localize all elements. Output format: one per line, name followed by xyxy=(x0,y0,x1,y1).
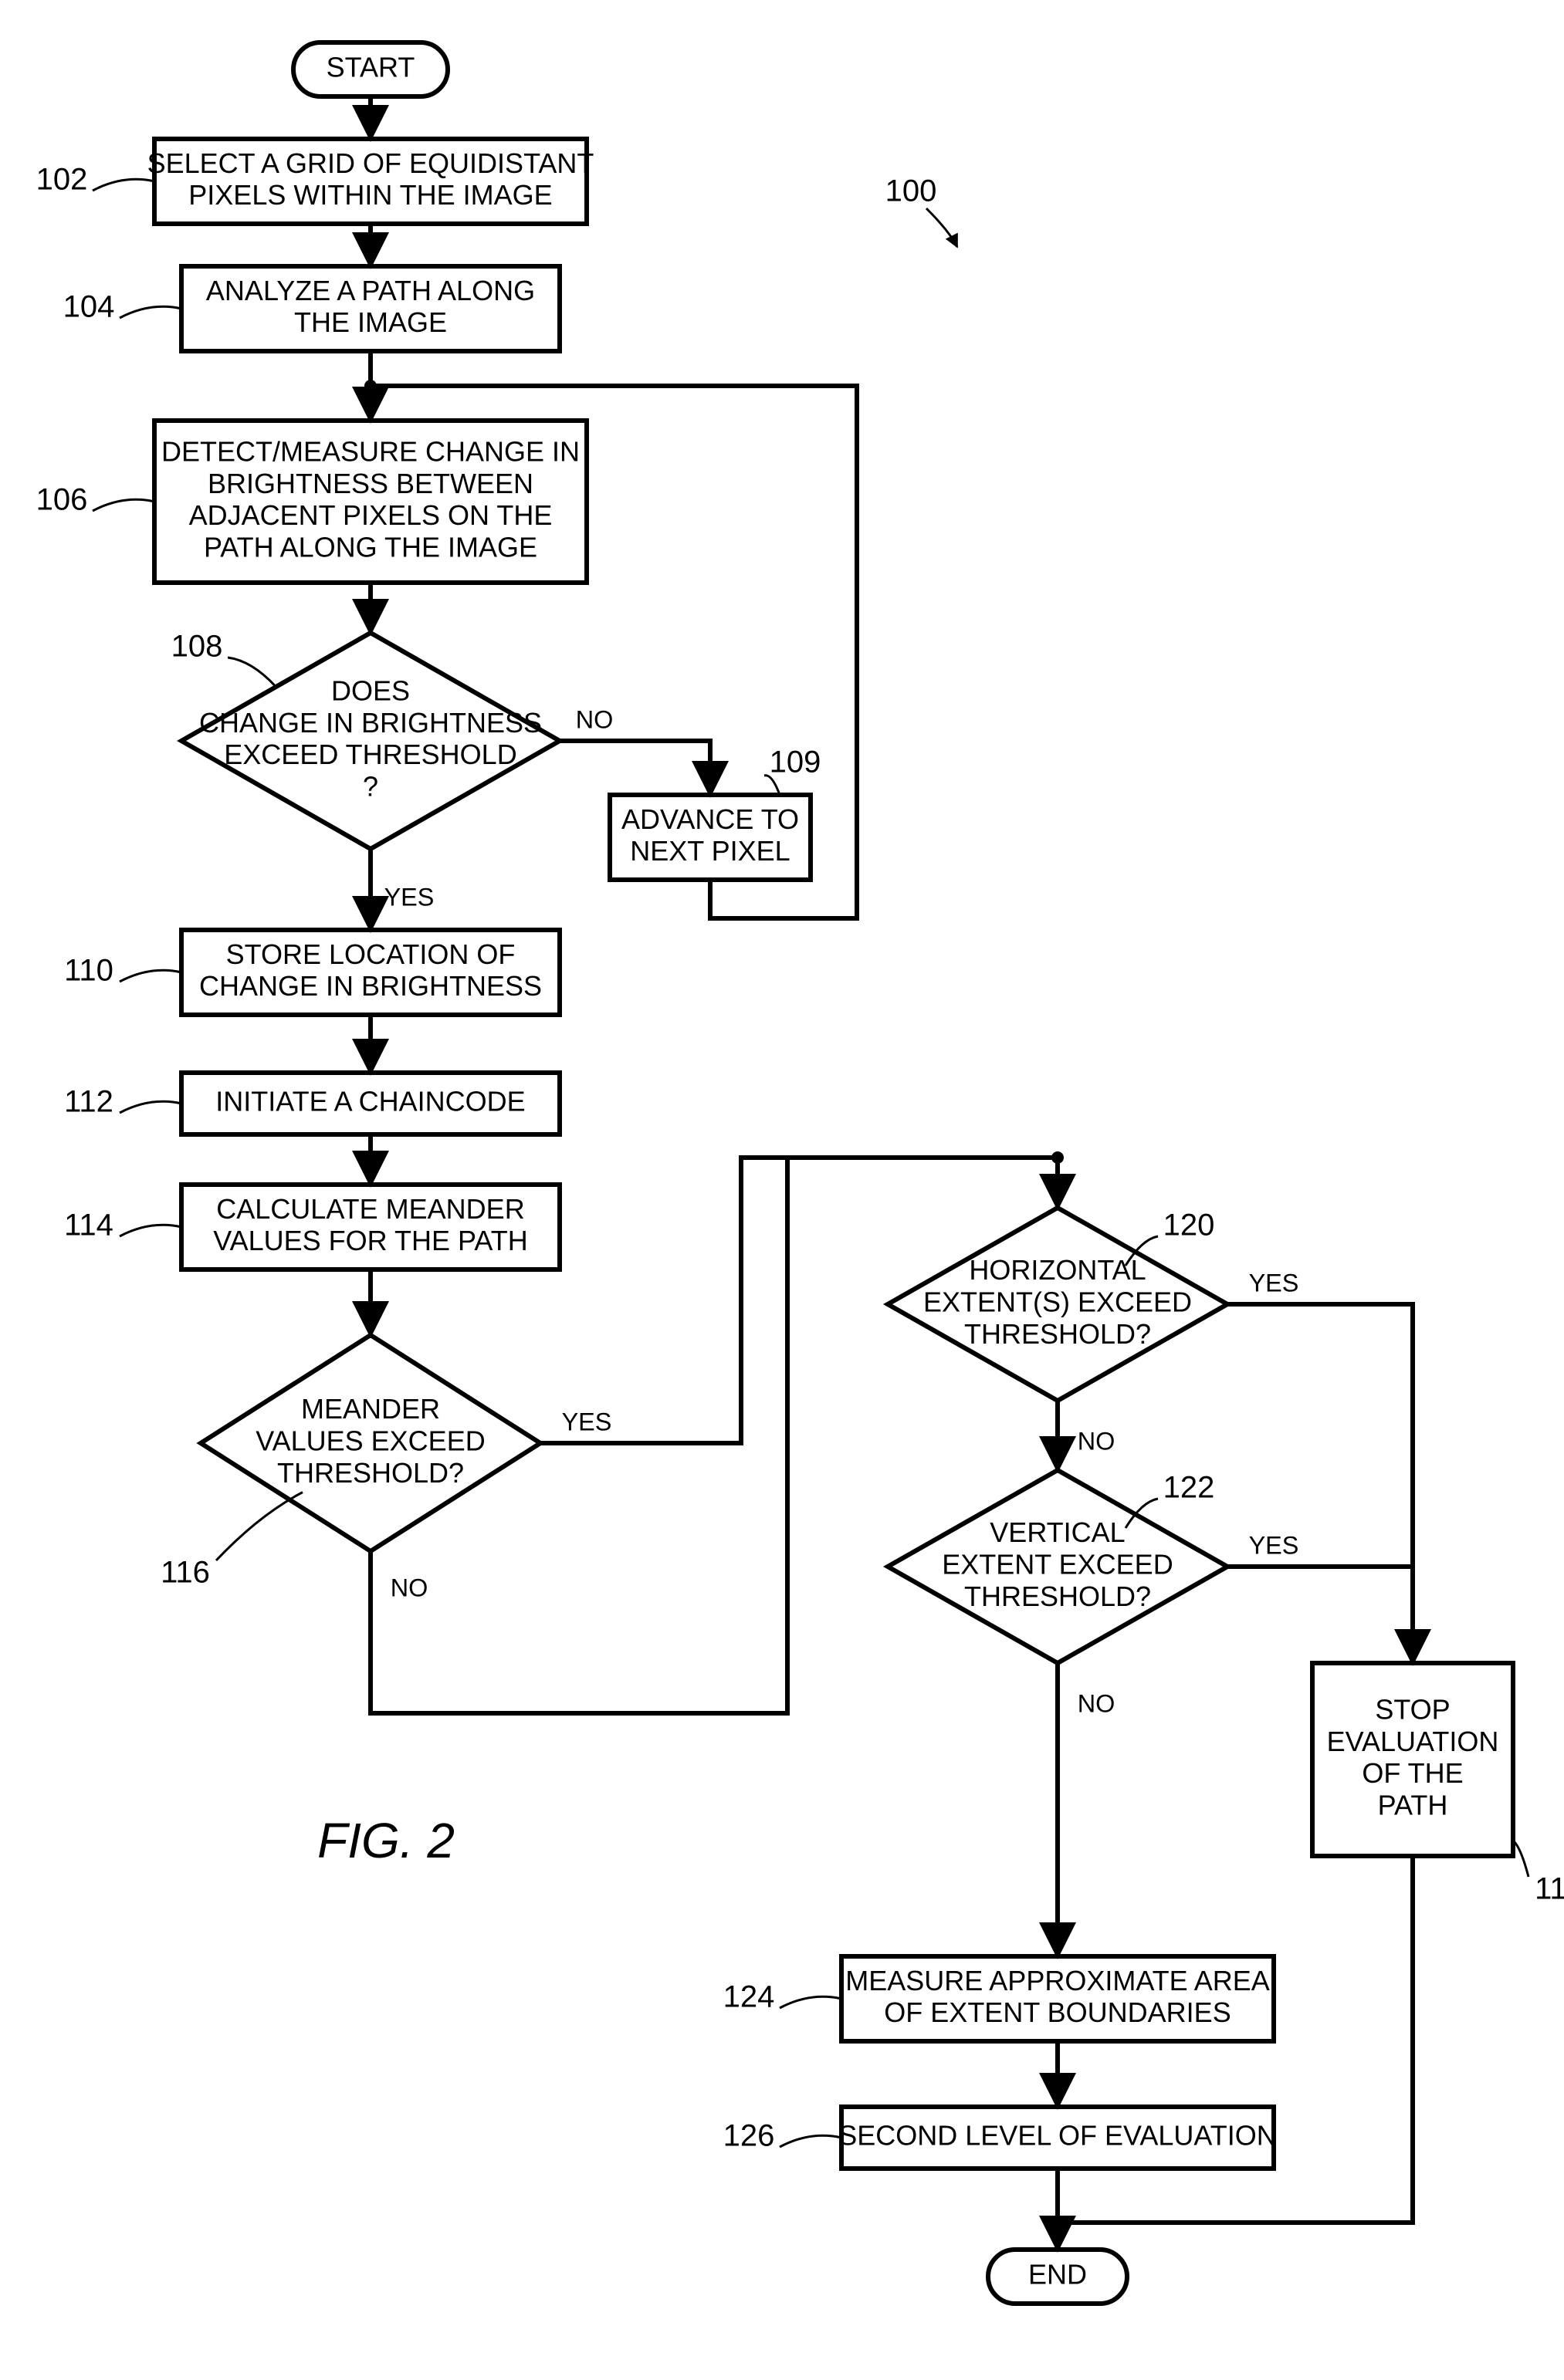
svg-text:NEXT PIXEL: NEXT PIXEL xyxy=(630,835,790,867)
svg-text:EXTENT EXCEED: EXTENT EXCEED xyxy=(942,1549,1173,1580)
edge-4 xyxy=(560,741,710,795)
svg-text:SELECT A GRID OF EQUIDISTANT: SELECT A GRID OF EQUIDISTANT xyxy=(147,147,594,179)
svg-text:NO: NO xyxy=(391,1574,428,1602)
svg-text:CHANGE IN BRIGHTNESS: CHANGE IN BRIGHTNESS xyxy=(199,707,542,739)
svg-text:ANALYZE A PATH ALONG: ANALYZE A PATH ALONG xyxy=(206,275,535,306)
svg-text:VALUES FOR THE PATH: VALUES FOR THE PATH xyxy=(213,1225,527,1256)
svg-text:HORIZONTAL: HORIZONTAL xyxy=(969,1254,1146,1286)
svg-text:STOP: STOP xyxy=(1375,1693,1450,1725)
svg-text:STORE LOCATION OF: STORE LOCATION OF xyxy=(226,938,516,970)
svg-text:PATH: PATH xyxy=(1378,1790,1448,1821)
svg-text:ADJACENT PIXELS ON THE: ADJACENT PIXELS ON THE xyxy=(189,499,553,531)
svg-text:YES: YES xyxy=(1249,1269,1299,1297)
svg-text:VALUES EXCEED: VALUES EXCEED xyxy=(256,1425,485,1457)
svg-text:CHANGE IN BRIGHTNESS: CHANGE IN BRIGHTNESS xyxy=(199,970,542,1002)
svg-text:126: 126 xyxy=(723,2119,775,2153)
svg-text:YES: YES xyxy=(1249,1532,1299,1560)
svg-text:THRESHOLD?: THRESHOLD? xyxy=(964,1580,1151,1612)
svg-text:OF EXTENT BOUNDARIES: OF EXTENT BOUNDARIES xyxy=(884,1996,1231,2028)
svg-text:104: 104 xyxy=(63,290,115,324)
svg-text:110: 110 xyxy=(64,954,113,988)
svg-text:START: START xyxy=(327,52,415,83)
svg-text:MEASURE APPROXIMATE AREA: MEASURE APPROXIMATE AREA xyxy=(845,1965,1269,1996)
svg-text:END: END xyxy=(1028,2259,1087,2290)
svg-text:EVALUATION: EVALUATION xyxy=(1327,1726,1499,1757)
svg-text:PIXELS WITHIN THE IMAGE: PIXELS WITHIN THE IMAGE xyxy=(188,179,552,211)
figure-label: FIG. 2 xyxy=(317,1813,455,1868)
svg-text:NO: NO xyxy=(1078,1428,1115,1455)
svg-text:THRESHOLD?: THRESHOLD? xyxy=(964,1318,1151,1350)
svg-text:112: 112 xyxy=(64,1085,113,1119)
svg-text:116: 116 xyxy=(161,1556,210,1590)
svg-text:114: 114 xyxy=(64,1209,113,1242)
svg-text:DOES: DOES xyxy=(331,674,410,706)
svg-text:PATH ALONG THE IMAGE: PATH ALONG THE IMAGE xyxy=(204,532,537,563)
svg-text:118: 118 xyxy=(1535,1872,1564,1906)
svg-text:EXTENT(S) EXCEED: EXTENT(S) EXCEED xyxy=(923,1286,1192,1318)
svg-text:122: 122 xyxy=(1163,1471,1215,1505)
svg-text:MEANDER: MEANDER xyxy=(301,1393,440,1425)
svg-text:NO: NO xyxy=(576,706,614,734)
edge-15 xyxy=(1227,1567,1413,1663)
svg-text:YES: YES xyxy=(384,884,435,911)
svg-text:THRESHOLD?: THRESHOLD? xyxy=(277,1457,464,1489)
svg-text:120: 120 xyxy=(1163,1209,1215,1242)
svg-text:ADVANCE TO: ADVANCE TO xyxy=(621,803,799,835)
svg-text:?: ? xyxy=(363,771,378,803)
svg-text:VERTICAL: VERTICAL xyxy=(990,1516,1125,1548)
flowchart-canvas: START SELECT A GRID OF EQUIDISTANTPIXELS … xyxy=(0,0,1564,2380)
svg-text:EXCEED THRESHOLD: EXCEED THRESHOLD xyxy=(224,739,516,770)
svg-text:CALCULATE MEANDER: CALCULATE MEANDER xyxy=(216,1193,524,1225)
svg-text:YES: YES xyxy=(562,1408,612,1436)
svg-text:OF THE: OF THE xyxy=(1362,1757,1463,1789)
svg-text:INITIATE A CHAINCODE: INITIATE A CHAINCODE xyxy=(215,1086,525,1117)
svg-text:124: 124 xyxy=(723,1980,775,2014)
svg-text:SECOND LEVEL OF EVALUATION: SECOND LEVEL OF EVALUATION xyxy=(838,2120,1276,2152)
svg-text:106: 106 xyxy=(36,483,88,517)
svg-text:THE IMAGE: THE IMAGE xyxy=(294,306,447,338)
svg-text:NO: NO xyxy=(1078,1690,1115,1718)
svg-text:BRIGHTNESS BETWEEN: BRIGHTNESS BETWEEN xyxy=(208,468,533,499)
svg-text:DETECT/MEASURE CHANGE IN: DETECT/MEASURE CHANGE IN xyxy=(161,435,580,467)
svg-text:102: 102 xyxy=(36,163,88,197)
svg-text:100: 100 xyxy=(885,174,937,208)
edge-13 xyxy=(1227,1304,1413,1663)
svg-text:108: 108 xyxy=(171,630,223,664)
svg-text:109: 109 xyxy=(770,745,821,779)
